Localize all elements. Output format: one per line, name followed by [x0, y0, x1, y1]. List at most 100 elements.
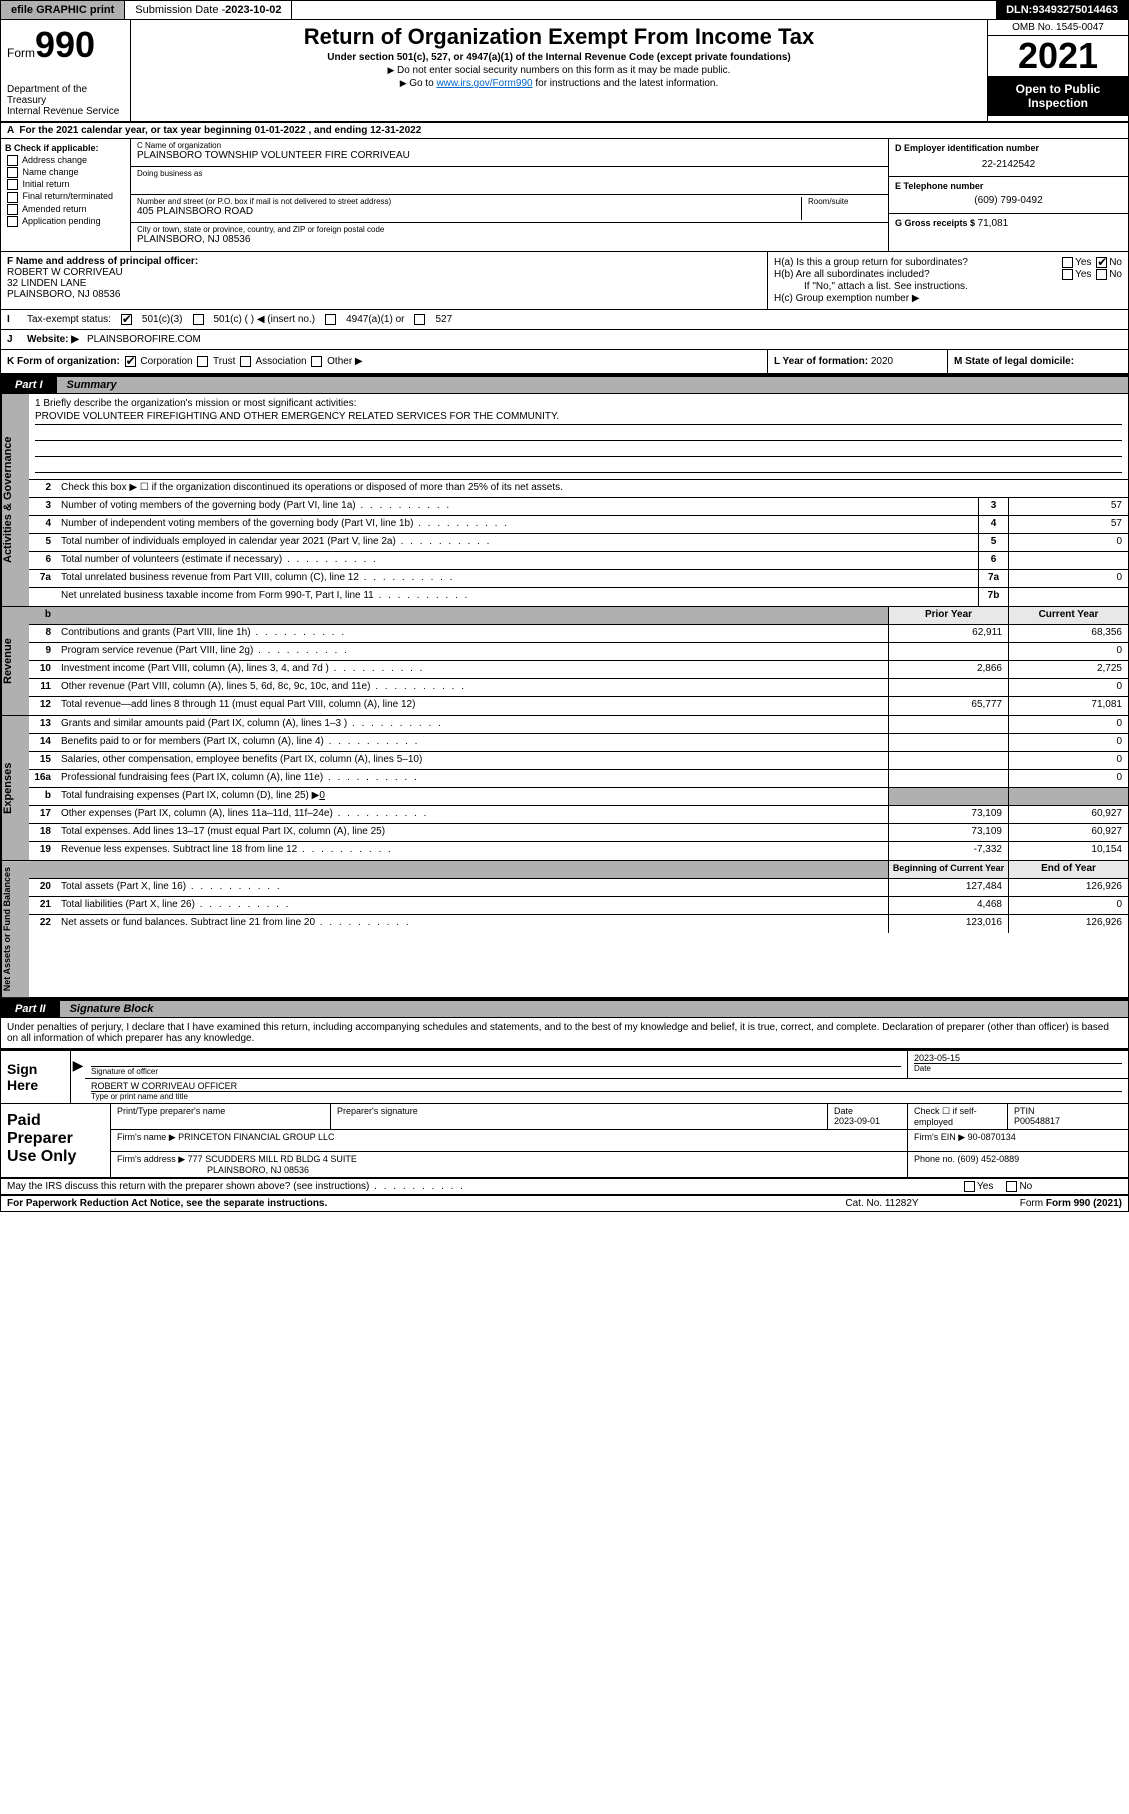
page-footer: For Paperwork Reduction Act Notice, see … [0, 1195, 1129, 1212]
line-13: 13Grants and similar amounts paid (Part … [29, 716, 1128, 734]
irs-link[interactable]: www.irs.gov/Form990 [436, 78, 532, 89]
website-value: PLAINSBOROFIRE.COM [87, 334, 201, 345]
sig-line[interactable] [91, 1053, 901, 1067]
line-15: 15Salaries, other compensation, employee… [29, 752, 1128, 770]
prep-date-cell: Date2023-09-01 [828, 1104, 908, 1129]
opt-501c: 501(c) ( ) ◀ (insert no.) [214, 314, 316, 325]
chk-trust[interactable] [197, 356, 208, 367]
line-num: 15 [29, 752, 57, 769]
chk-527[interactable] [414, 314, 425, 325]
chk-final-return[interactable]: Final return/terminated [5, 191, 126, 202]
yes-label: Yes [977, 1181, 993, 1192]
dln-label: DLN: [1006, 4, 1032, 16]
chk-assoc[interactable] [240, 356, 251, 367]
hb-label: H(b) Are all subordinates included? [774, 269, 930, 280]
beg-val: 123,016 [888, 915, 1008, 933]
chk-4947[interactable] [325, 314, 336, 325]
chk-address-change[interactable]: Address change [5, 155, 126, 166]
line-desc: Total expenses. Add lines 13–17 (must eq… [57, 824, 888, 841]
chk-name-change[interactable]: Name change [5, 167, 126, 178]
mission-blank1 [35, 427, 1122, 441]
officer-addr1: 32 LINDEN LANE [7, 278, 86, 289]
block-fh: F Name and address of principal officer:… [0, 252, 1129, 310]
firm-addr-label: Firm's address ▶ [117, 1154, 185, 1164]
line-desc: Number of voting members of the governin… [57, 498, 978, 515]
opt-corp: Corporation [140, 356, 192, 367]
net-assets-tab: Net Assets or Fund Balances [1, 861, 29, 997]
line-desc: Number of independent voting members of … [57, 516, 978, 533]
firm-name-val: PRINCETON FINANCIAL GROUP LLC [178, 1132, 334, 1142]
gross-value: 71,081 [978, 218, 1009, 229]
opt-527: 527 [435, 314, 452, 325]
line-10: 10Investment income (Part VIII, column (… [29, 661, 1128, 679]
no-label: No [1109, 257, 1122, 268]
hb-yes-chk[interactable] [1062, 269, 1073, 280]
ha-no-chk[interactable] [1096, 257, 1107, 268]
chk-label: Address change [22, 155, 87, 165]
chk-label: Application pending [22, 216, 101, 226]
ha-yes-chk[interactable] [1062, 257, 1073, 268]
efile-print-button[interactable]: efile GRAPHIC print [1, 1, 125, 19]
chk-initial-return[interactable]: Initial return [5, 179, 126, 190]
line-val: 0 [1008, 534, 1128, 551]
sign-right: Signature of officer 2023-05-15 Date ROB… [85, 1051, 1128, 1103]
opt-assoc: Association [255, 356, 306, 367]
line-14: 14Benefits paid to or for members (Part … [29, 734, 1128, 752]
line-num: b [29, 788, 57, 805]
hb-yn: Yes No [1060, 269, 1122, 280]
curr-val: 68,356 [1008, 625, 1128, 642]
phone-label: Phone no. [914, 1154, 958, 1164]
chk-other[interactable] [311, 356, 322, 367]
expenses-section: Expenses 13Grants and similar amounts pa… [0, 716, 1129, 861]
irs-label: Internal Revenue Service [7, 106, 124, 117]
line-21: 21Total liabilities (Part X, line 26)4,4… [29, 897, 1128, 915]
sign-here-label: Sign Here [1, 1051, 71, 1103]
prep-date-val: 2023-09-01 [834, 1116, 901, 1126]
line-2: 2 Check this box ▶ ☐ if the organization… [29, 480, 1128, 498]
beg-val: 127,484 [888, 879, 1008, 896]
line-val: 57 [1008, 516, 1128, 533]
prep-ptin-cell: PTINP00548817 [1008, 1104, 1128, 1129]
goto-post: for instructions and the latest informat… [533, 78, 719, 89]
chk-501c[interactable] [193, 314, 204, 325]
line-num [29, 588, 57, 606]
ein-value: 22-2142542 [895, 159, 1122, 170]
discuss-yes-chk[interactable] [964, 1181, 975, 1192]
line-16a: 16aProfessional fundraising fees (Part I… [29, 770, 1128, 788]
mission-blank2 [35, 443, 1122, 457]
line-box: 6 [978, 552, 1008, 569]
declaration: Under penalties of perjury, I declare th… [0, 1018, 1129, 1049]
chk-amended-return[interactable]: Amended return [5, 204, 126, 215]
chk-corp[interactable] [125, 356, 136, 367]
form-label: Form [7, 46, 35, 60]
firm-addr2: PLAINSBORO, NJ 08536 [207, 1165, 309, 1175]
end-val: 0 [1008, 897, 1128, 914]
form-num: 990 [35, 24, 95, 65]
net-assets-section: Net Assets or Fund Balances Beginning of… [0, 861, 1129, 999]
ssn-note: Do not enter social security numbers on … [141, 65, 977, 76]
revenue-tab: Revenue [1, 607, 29, 715]
line-desc: Contributions and grants (Part VIII, lin… [57, 625, 888, 642]
line-num: 16a [29, 770, 57, 787]
chk-application-pending[interactable]: Application pending [5, 216, 126, 227]
addr-value: 405 PLAINSBORO ROAD [137, 206, 795, 217]
opt-trust: Trust [213, 356, 235, 367]
line-desc: Investment income (Part VIII, column (A)… [57, 661, 888, 678]
net-assets-body: Beginning of Current YearEnd of Year 20T… [29, 861, 1128, 997]
line-3: 3Number of voting members of the governi… [29, 498, 1128, 516]
firm-name-cell: Firm's name ▶ PRINCETON FINANCIAL GROUP … [111, 1130, 908, 1151]
curr-val: 10,154 [1008, 842, 1128, 860]
hb-no-chk[interactable] [1096, 269, 1107, 280]
discuss-no-chk[interactable] [1006, 1181, 1017, 1192]
prior-val [888, 716, 1008, 733]
paid-row-3: Firm's address ▶ 777 SCUDDERS MILL RD BL… [111, 1152, 1128, 1177]
line-num: 4 [29, 516, 57, 533]
curr-val: 71,081 [1008, 697, 1128, 715]
line-box: 5 [978, 534, 1008, 551]
prep-ptin-val: P00548817 [1014, 1116, 1122, 1126]
chk-501c3[interactable] [121, 314, 132, 325]
l16b-text: Total fundraising expenses (Part IX, col… [61, 790, 319, 801]
dln: DLN: 93493275014463 [996, 1, 1128, 19]
tel-label: E Telephone number [895, 181, 1122, 191]
officer-label: F Name and address of principal officer: [7, 256, 198, 267]
